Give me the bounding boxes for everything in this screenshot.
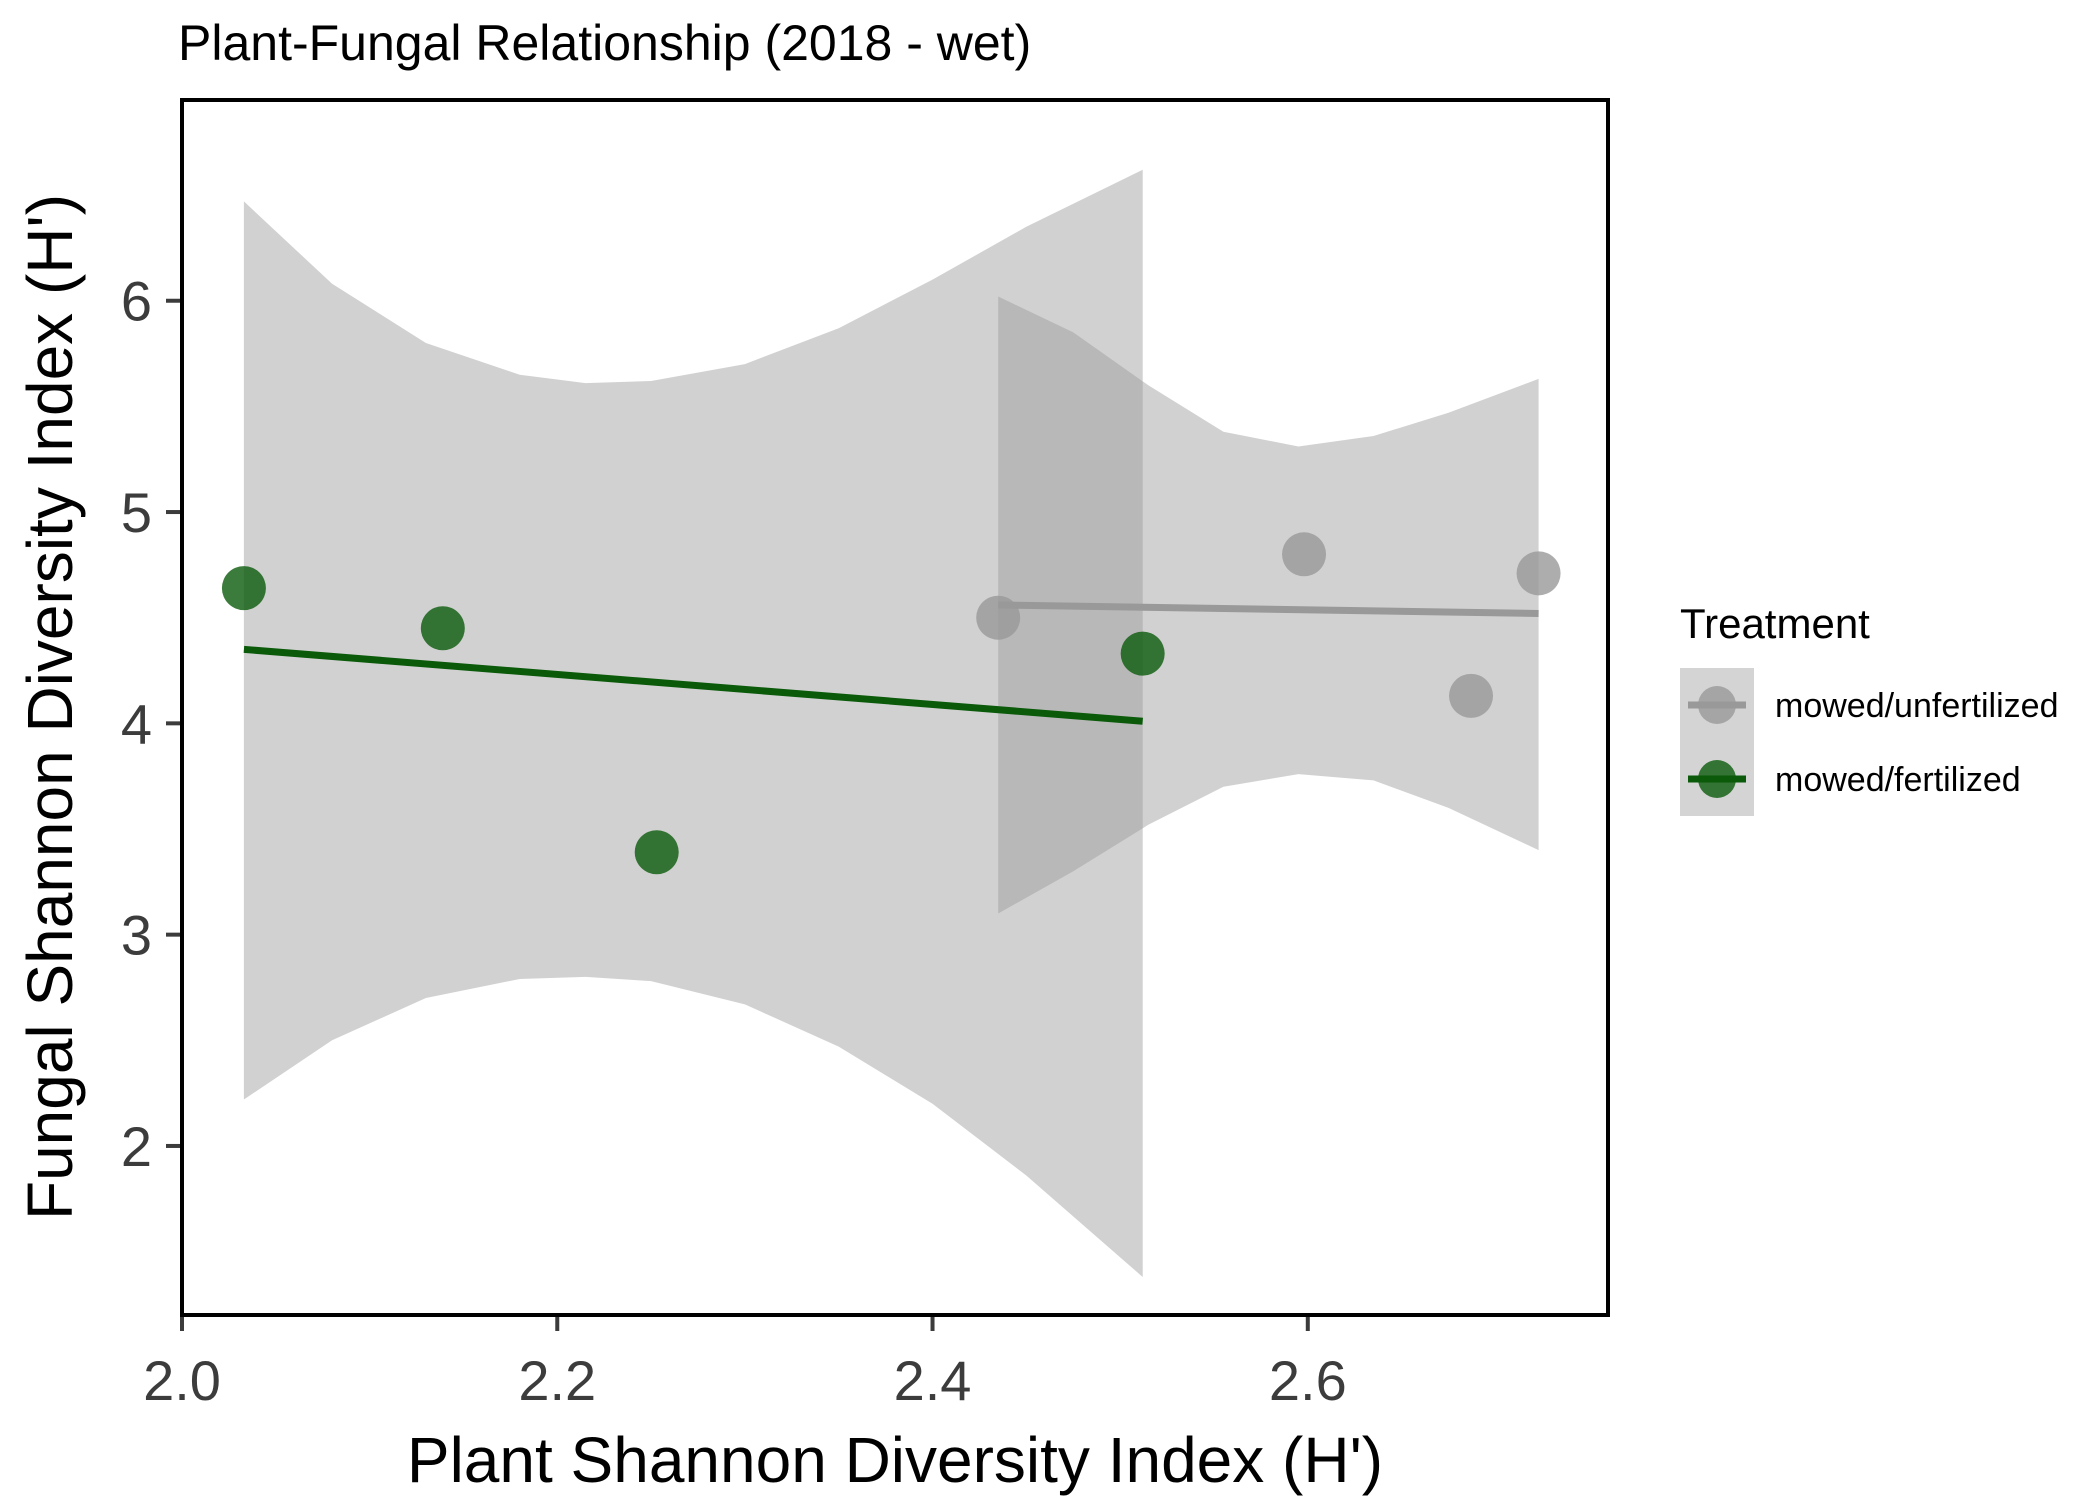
data-point	[420, 606, 465, 651]
legend-key-dot	[1698, 760, 1736, 798]
x-tick-label: 2.0	[143, 1349, 221, 1412]
data-points	[221, 532, 1561, 875]
confidence-band-mowed-unfertilized	[998, 296, 1539, 914]
y-tick-label: 6	[121, 270, 152, 333]
legend-item-mowed-fertilized: mowed/fertilized	[1688, 760, 2021, 799]
y-tick-label: 2	[121, 1115, 152, 1178]
legend-item-mowed-unfertilized: mowed/unfertilized	[1688, 686, 2058, 725]
data-point	[634, 830, 679, 875]
x-axis-title: Plant Shannon Diversity Index (H')	[407, 1424, 1383, 1496]
data-point	[1282, 532, 1327, 577]
plot-panel-border	[180, 98, 1610, 1317]
x-axis: 2.0 2.2 2.4 2.6	[143, 1317, 1347, 1412]
fit-line-mowed-unfertilized	[998, 601, 1539, 617]
data-point	[1516, 551, 1561, 596]
data-point	[1449, 673, 1494, 718]
data-point	[976, 595, 1021, 640]
chart-title: Plant-Fungal Relationship (2018 - wet)	[178, 15, 1031, 71]
x-tick-label: 2.2	[518, 1349, 596, 1412]
legend: Treatment mowed/unfertilized mowed/ferti…	[1680, 600, 2058, 816]
fit-line-mowed-fertilized	[243, 645, 1143, 725]
legend-label: mowed/fertilized	[1775, 761, 2021, 799]
x-tick-label: 2.4	[894, 1349, 972, 1412]
y-axis: 2 3 4 5 6	[121, 270, 180, 1178]
x-tick-label: 2.6	[1269, 1349, 1347, 1412]
y-tick-label: 3	[121, 904, 152, 967]
legend-label: mowed/unfertilized	[1775, 687, 2058, 725]
y-tick-label: 5	[121, 481, 152, 544]
fit-lines	[243, 601, 1539, 725]
legend-title: Treatment	[1680, 600, 1870, 647]
y-tick-label: 4	[121, 692, 152, 755]
confidence-bands	[243, 169, 1539, 1278]
data-point	[221, 566, 266, 611]
y-axis-title: Fungal Shannon Diversity Index (H')	[14, 194, 86, 1220]
confidence-band-mowed-fertilized	[243, 169, 1143, 1278]
legend-key-dot	[1698, 686, 1736, 724]
data-point	[1120, 631, 1165, 676]
